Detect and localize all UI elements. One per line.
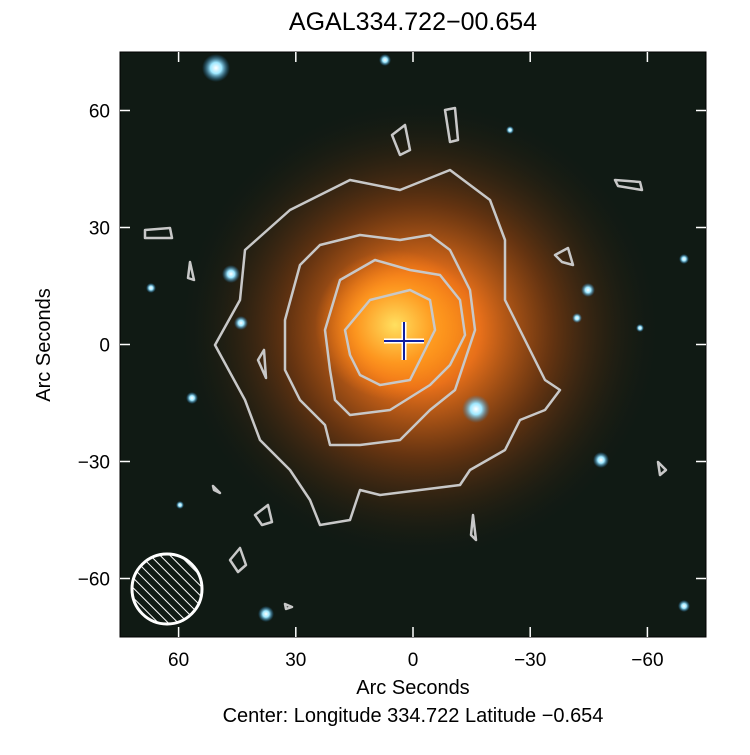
beam <box>130 552 204 626</box>
x-tick-label: 60 <box>168 650 189 671</box>
sky-image <box>120 52 706 637</box>
y-tick-label: 0 <box>99 336 110 357</box>
y-tick-label: −60 <box>78 570 110 591</box>
x-tick-label: 0 <box>408 650 419 671</box>
x-axis-label: Arc Seconds <box>356 677 469 699</box>
x-tick-label: 30 <box>285 650 306 671</box>
y-tick-label: 60 <box>89 102 110 123</box>
y-tick-label: −30 <box>78 453 110 474</box>
y-tick-label: 30 <box>89 219 110 240</box>
y-axis-label: Arc Seconds <box>33 288 55 401</box>
x-tick-label: −60 <box>631 650 663 671</box>
x-tick-label: −30 <box>514 650 546 671</box>
source-marker <box>384 322 424 360</box>
stars <box>146 54 690 622</box>
chart-title: AGAL334.722−00.654 <box>289 8 537 36</box>
footer: Center: Longitude 334.722 Latitude −0.65… <box>223 705 604 727</box>
contours <box>143 106 668 611</box>
